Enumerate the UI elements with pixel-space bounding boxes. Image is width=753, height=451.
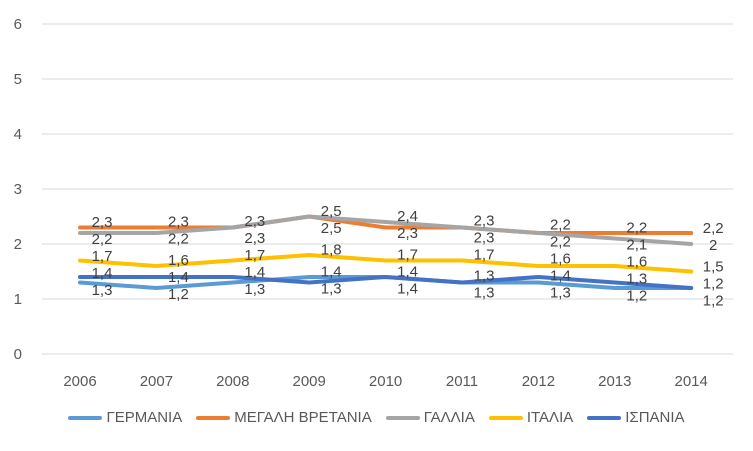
legend-item: ΙΣΠΑΝΙΑ [587,409,685,426]
y-tick-label: 4 [14,126,22,143]
series-line-2 [78,214,694,235]
data-label: 1,6 [168,252,189,269]
legend-swatch [385,415,420,420]
data-label: 2,3 [244,230,265,247]
y-tick-label: 2 [14,236,22,253]
data-label: 2,3 [397,225,418,242]
legend-item: ΙΤΑΛΙΑ [488,409,574,426]
data-label: 1,8 [321,241,342,258]
legend-swatch [587,415,622,420]
data-label: 2,4 [397,208,418,225]
data-label: 1,6 [626,254,647,271]
data-label: 1,5 [703,259,724,276]
data-label: 2,3 [168,214,189,231]
data-label: 1,7 [397,247,418,264]
data-label: 2,1 [626,237,647,254]
data-label: 1,3 [550,284,571,301]
data-label: 1,3 [474,285,495,302]
data-label: 1,4 [321,263,342,280]
data-label: 1,3 [92,282,113,299]
data-label: 2,3 [474,230,495,247]
data-label: 1,7 [244,247,265,264]
data-label: 1,2 [168,286,189,303]
data-label: 2,2 [626,220,647,237]
data-label: 1,4 [244,264,265,281]
legend-label: ΓΑΛΛΙΑ [423,409,475,426]
data-label: 1,2 [703,276,724,293]
data-label: 1,3 [244,281,265,298]
data-label: 2,5 [321,220,342,237]
data-label: 1,2 [703,293,724,310]
x-tick-label: 2012 [522,373,555,390]
legend-label: ΙΤΑΛΙΑ [526,409,574,426]
legend-label: ΙΣΠΑΝΙΑ [625,409,685,426]
y-tick-label: 5 [14,71,22,88]
chart-legend: ΓΕΡΜΑΝΙΑ ΜΕΓΑΛΗ ΒΡΕΤΑΝΙΑ ΓΑΛΛΙΑ ΙΤΑΛΙΑ ΙΣΠΑΝ… [0,409,753,426]
legend-item: ΓΕΡΜΑΝΙΑ [68,409,182,426]
series-line-3 [78,214,694,246]
data-label: 1,4 [397,264,418,281]
series-line-5 [78,275,694,290]
data-label: 1,4 [92,265,113,282]
y-tick-label: 1 [14,291,22,308]
data-label: 2,2 [550,233,571,250]
x-tick-label: 2009 [293,373,326,390]
data-label: 2,5 [321,203,342,220]
data-label: 2,3 [244,213,265,230]
x-tick-label: 2011 [446,373,478,390]
data-label: 2,3 [474,213,495,230]
data-label: 1,2 [626,288,647,305]
data-label: 2,3 [92,214,113,231]
x-tick-label: 2014 [675,373,708,390]
data-label: 1,4 [397,281,418,298]
data-label: 2,2 [703,220,724,237]
x-tick-label: 2006 [63,373,96,390]
data-label: 1,3 [626,271,647,288]
y-tick-label: 6 [14,16,22,33]
series-line-4 [78,253,694,274]
data-label: 1,6 [550,250,571,267]
data-label: 2,2 [550,216,571,233]
legend-item: ΜΕΓΑΛΗ ΒΡΕΤΑΝΙΑ [196,409,372,426]
x-tick-label: 2007 [140,373,173,390]
x-tick-label: 2013 [598,373,631,390]
data-label: 1,4 [168,269,189,286]
legend-swatch [68,415,103,420]
data-label: 1,7 [474,247,495,264]
legend-item: ΓΑΛΛΙΑ [385,409,475,426]
data-label: 2,2 [168,231,189,248]
y-tick-label: 0 [14,346,22,363]
legend-swatch [488,415,523,420]
legend-label: ΜΕΓΑΛΗ ΒΡΕΤΑΝΙΑ [234,409,372,426]
data-label: 2,2 [92,231,113,248]
legend-label: ΓΕΡΜΑΝΙΑ [106,409,183,426]
x-tick-label: 2010 [369,373,402,390]
data-label: 1,4 [550,267,571,284]
y-tick-label: 3 [14,181,22,198]
data-label: 1,3 [321,280,342,297]
data-label: 1,7 [92,248,113,265]
data-label: 2 [709,237,717,254]
x-tick-label: 2008 [216,373,249,390]
data-label: 1,3 [474,268,495,285]
legend-swatch [196,415,231,420]
